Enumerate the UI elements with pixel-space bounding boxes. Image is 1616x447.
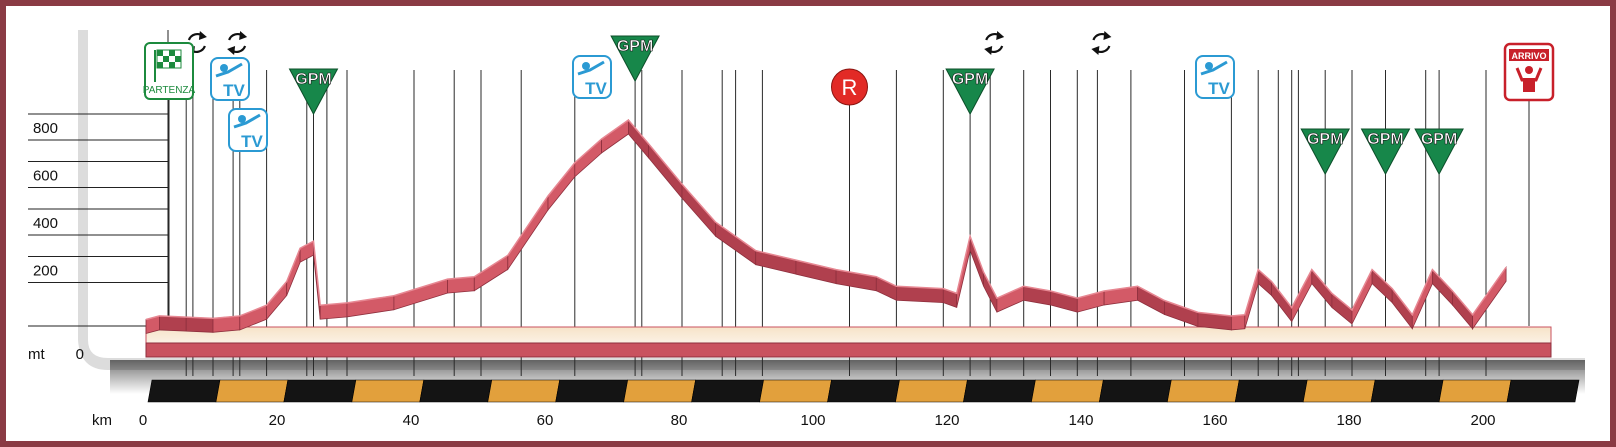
profile-layer [145,118,1552,358]
x-tick-label: 180 [1336,412,1361,429]
km-bar-segment [1438,379,1512,403]
circular-arrows-icon [1091,31,1112,55]
tv-sprint-icon: TV [210,57,250,101]
tv-label: TV [585,79,607,98]
km-bar-segment [623,379,696,403]
km-bar-segment [283,379,357,403]
x-tick-label: 140 [1068,412,1093,429]
tv-label: TV [241,132,263,151]
km-bar-segment [1506,379,1580,403]
x-tick-label: 40 [403,412,420,429]
km-bar-segment [963,379,1036,403]
marker-layer: PARTENZA TV TV GPM TV GPM R GPM TV GPM GPM GPM ARRIV… [143,31,1555,176]
km-bar-segment [1370,379,1444,403]
tv-sprint-icon: TV [1195,55,1235,99]
x-tick-label: 60 [537,412,554,429]
gpm-marker-icon: GPM [1414,128,1464,176]
gpm-label: GPM [295,71,331,88]
profile-segment [158,315,187,332]
km-bar-segment [691,379,764,403]
grid-layer [28,30,169,327]
km-bar [147,379,1580,403]
tv-sprint-icon: TV [572,55,612,99]
km-bar-segment [1302,379,1376,403]
vertical-lines [168,70,1530,376]
km-bar-segment [827,379,900,403]
start-label: PARTENZA [143,85,196,96]
y-tick-label: 200 [33,263,58,280]
km-bar-segment [147,379,221,403]
gpm-marker-icon: GPM [1300,128,1351,176]
km-bar-segment [1098,379,1172,403]
tv-label: TV [1208,79,1230,98]
km-bar-segment [1031,379,1104,403]
gpm-label: GPM [1307,131,1343,148]
x-tick-label: 100 [800,412,825,429]
km-bar-segment [895,379,968,403]
gpm-label: GPM [1367,131,1403,148]
gpm-label: GPM [952,71,988,88]
x-tick-label: 20 [269,412,286,429]
km-bar-segment [1234,379,1308,403]
profile-line [145,118,1507,321]
x-tick-label: 80 [671,412,688,429]
finish-label: ARRIVO [1511,51,1546,61]
gpm-label: GPM [617,38,653,55]
x-axis-label: km [92,412,112,429]
axis-layer: 0 200 400 600 800 mt km 0 20 40 60 80 100 120 140 160 18… [28,120,1496,429]
refuel-zone-icon: R [831,68,868,106]
profile-segment [185,316,214,333]
gpm-marker-icon: GPM [288,68,339,116]
y-axis-label: mt [28,346,45,363]
km-bar-segment [215,379,289,403]
gpm-label: GPM [1421,131,1457,148]
circular-arrows-icon [984,31,1005,55]
y-tick-label: 600 [33,168,58,185]
profile-base-front [145,342,1552,358]
profile-segment [1231,314,1246,331]
tv-sprint-icon: TV [228,108,268,152]
finish-arrivo-icon: ARRIVO [1503,42,1555,102]
gpm-marker-icon: GPM [945,68,995,116]
gpm-marker-icon: GPM [1360,128,1411,176]
km-bar-segment [555,379,629,403]
km-bar-segment [759,379,832,403]
km-bar-segment [351,379,425,403]
circular-arrows-icon [227,31,248,55]
x-tick-label: 120 [934,412,959,429]
y-tick-label: 400 [33,215,58,232]
start-flag-icon: PARTENZA [143,42,196,100]
x-tick-label: 200 [1470,412,1495,429]
refuel-label: R [842,75,858,100]
y-tick-label: 0 [76,346,84,363]
x-tick-label: 160 [1202,412,1227,429]
km-bar-segment [419,379,493,403]
gpm-marker-icon: GPM [610,35,660,83]
km-bar-segment [487,379,561,403]
y-tick-label: 800 [33,120,58,137]
x-tick-label: 0 [139,412,147,429]
profile-base [145,326,1552,344]
km-bar-segment [1166,379,1240,403]
tv-label: TV [223,81,245,100]
